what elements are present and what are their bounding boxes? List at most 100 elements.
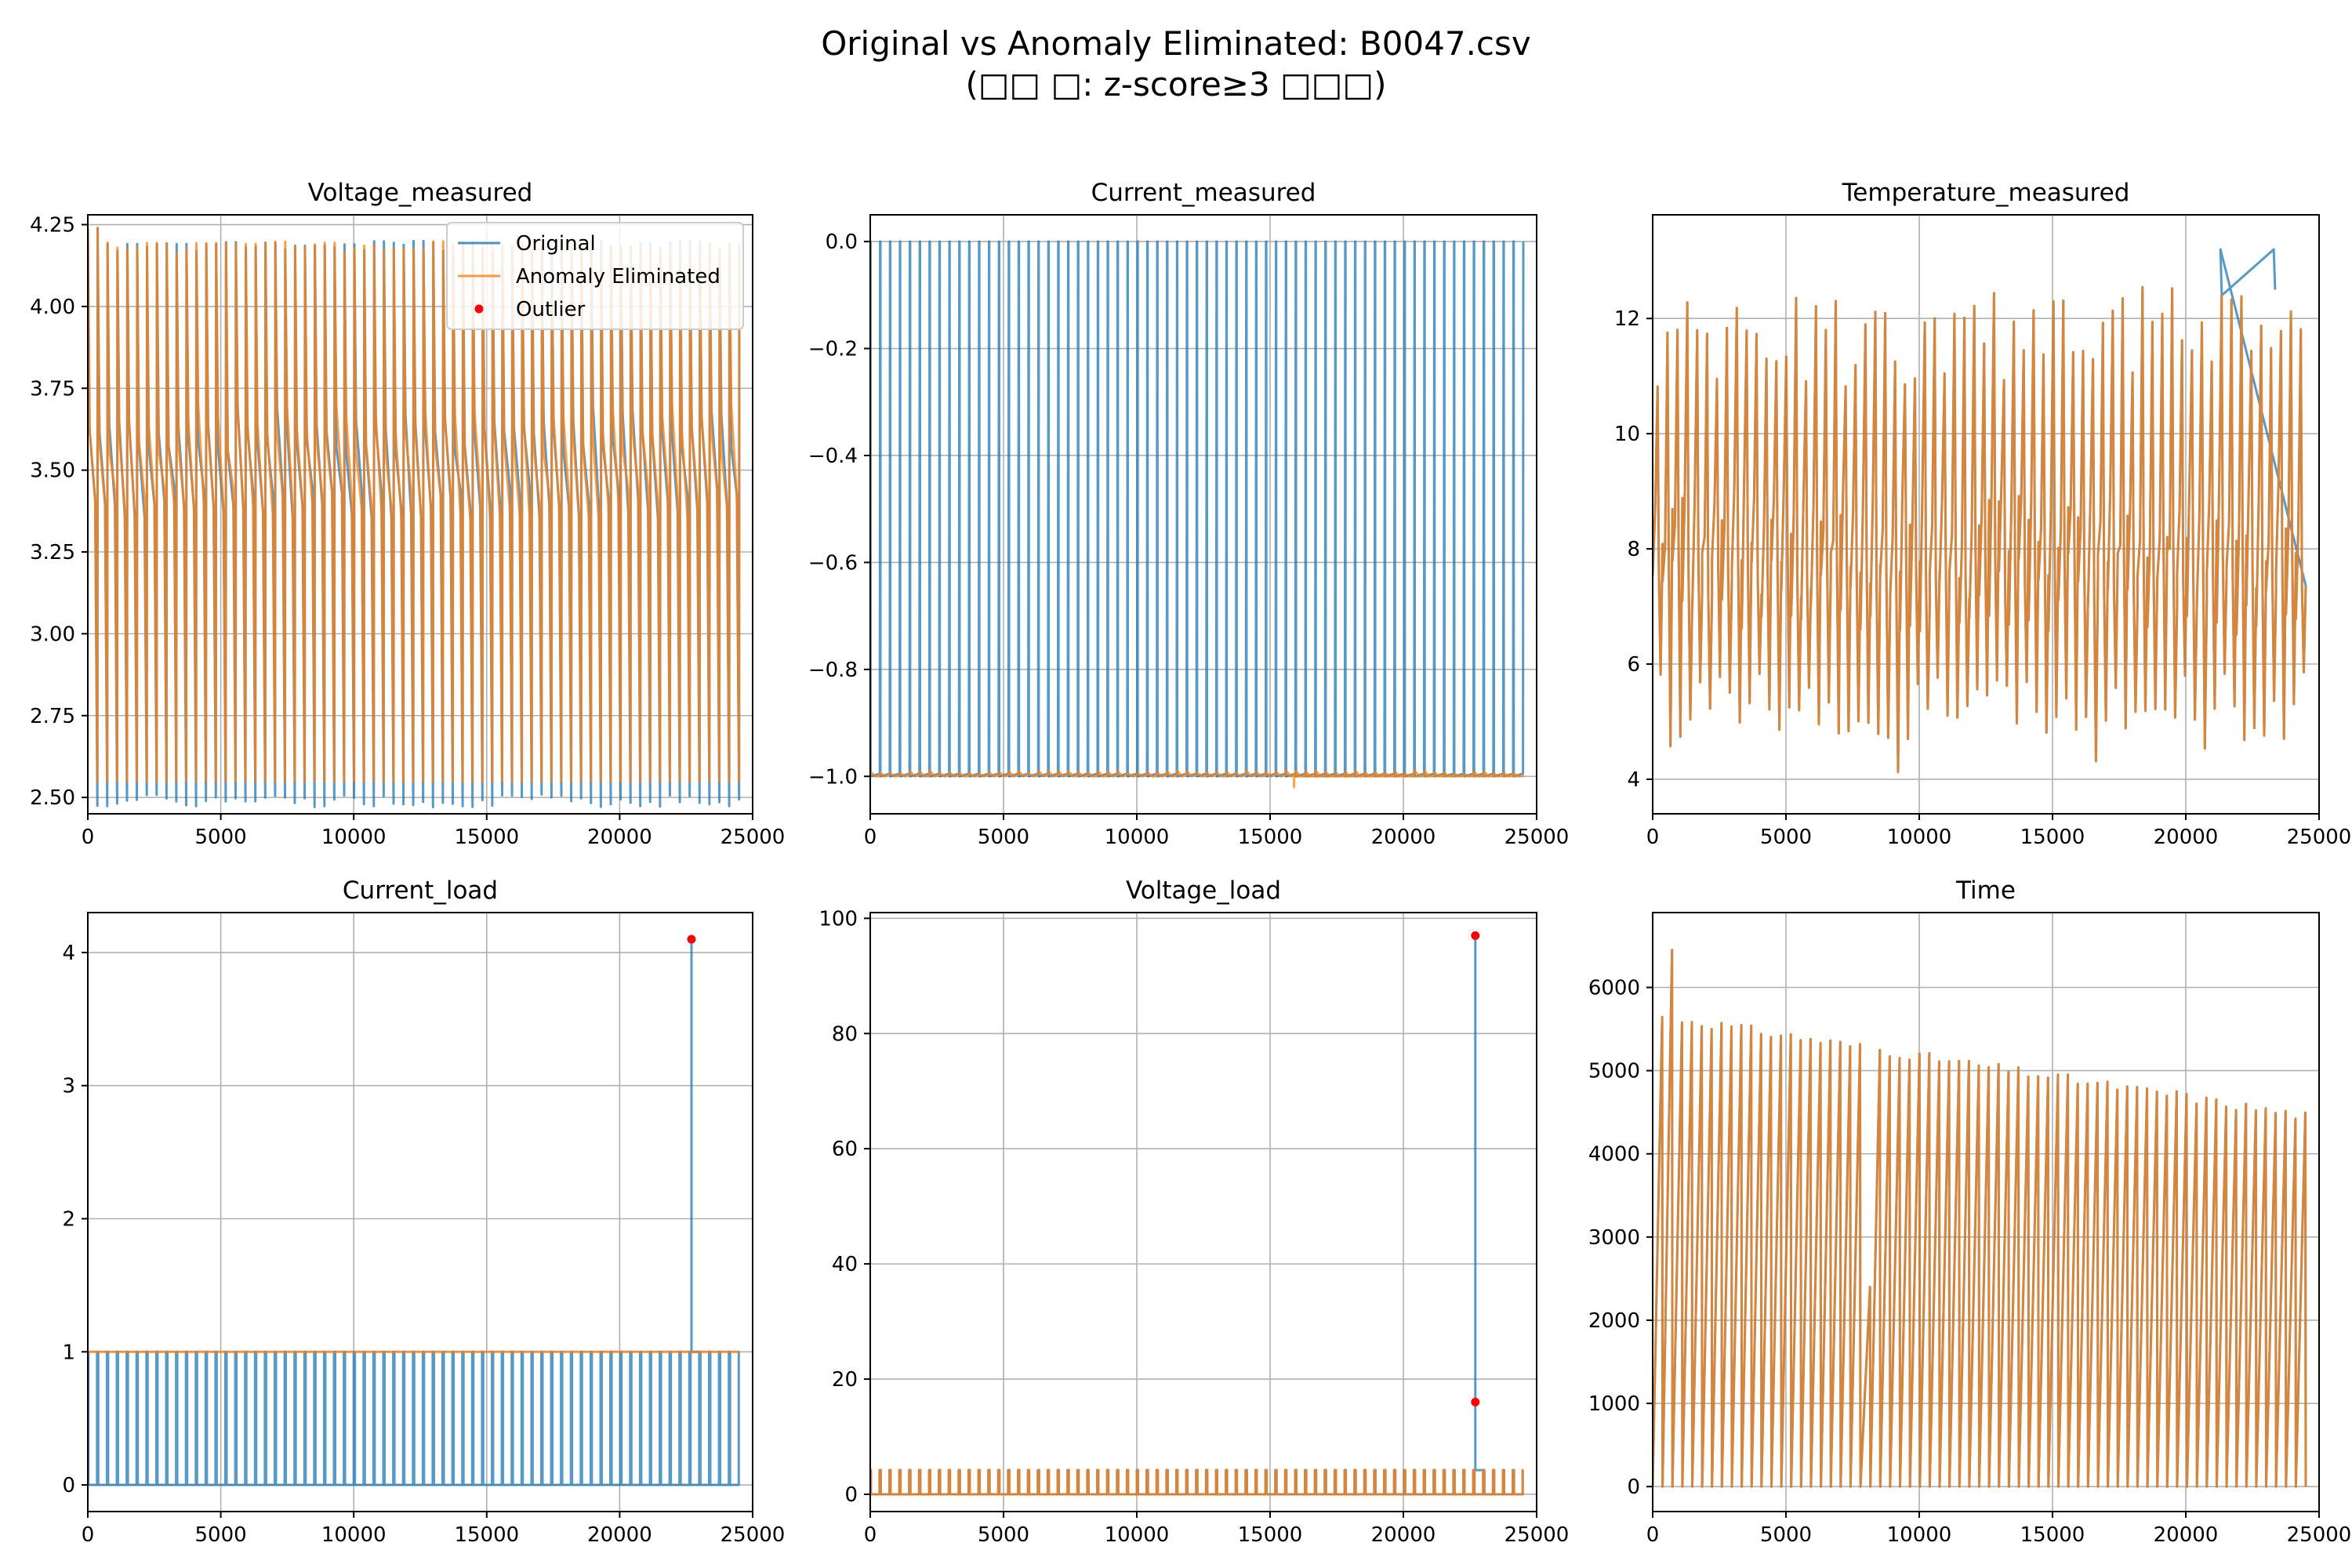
legend-box xyxy=(446,222,744,330)
axes-frame xyxy=(869,214,1537,815)
y-tick-label: 0 xyxy=(62,1474,75,1497)
x-tick-label: 15000 xyxy=(454,826,519,849)
y-tick-label: 3 xyxy=(62,1075,75,1098)
y-tick-label: 1 xyxy=(62,1341,75,1364)
panel-current-measured: 0 5000 10000 15000 20000 25000 −1.0 −0.8 −0.6 −0.… xyxy=(808,179,1570,849)
y-tick-label: 10 xyxy=(1614,423,1640,446)
x-tick-label: 20000 xyxy=(1371,826,1436,849)
legend-label: Original xyxy=(516,232,596,256)
series-eliminated-line xyxy=(870,1468,1524,1496)
y-tick-label: −0.4 xyxy=(808,445,858,468)
panel-temperature-measured: 0 5000 10000 15000 20000 25000 4 6 8 10 12 Temperat… xyxy=(1614,179,2351,849)
panel-title: Voltage_load xyxy=(1126,877,1281,905)
x-tick-label: 20000 xyxy=(2154,826,2219,849)
y-tick-label: 100 xyxy=(818,907,858,931)
y-tick-label: 4000 xyxy=(1588,1143,1640,1167)
outlier-point xyxy=(1471,1397,1480,1406)
panel-voltage-measured: 0 5000 10000 15000 20000 25000 2.50 2.75 3.00 3.2… xyxy=(30,179,785,849)
y-tick-label: 8 xyxy=(1627,538,1640,561)
x-tick-label: 5000 xyxy=(978,1523,1029,1547)
y-tick-label: 2.75 xyxy=(30,705,75,728)
axes-frame xyxy=(87,214,753,815)
x-tick-label: 25000 xyxy=(1504,826,1570,849)
panel-current-load: 0 5000 10000 15000 20000 25000 0 1 2 3 4 Current_lo… xyxy=(62,877,785,1547)
y-tick-label: 4 xyxy=(62,942,75,965)
y-tick-label: 20 xyxy=(832,1368,858,1392)
x-tick-label: 15000 xyxy=(454,1523,519,1547)
x-tick-label: 0 xyxy=(864,826,877,849)
y-tick-label: 3000 xyxy=(1588,1226,1640,1250)
x-tick-label: 5000 xyxy=(1760,826,1812,849)
legend-label: Outlier xyxy=(516,298,586,321)
panel-title: Voltage_measured xyxy=(308,179,533,207)
axes-frame xyxy=(1652,912,2320,1512)
x-tick-label: 0 xyxy=(864,1523,877,1547)
legend: Original Anomaly Eliminated Outlier xyxy=(446,222,744,330)
x-tick-label: 10000 xyxy=(321,1523,387,1547)
x-tick-label: 0 xyxy=(1646,826,1660,849)
y-tick-label: −1.0 xyxy=(808,765,858,789)
y-tick-label: −0.8 xyxy=(808,659,858,682)
y-tick-label: 6000 xyxy=(1588,977,1640,1000)
y-tick-label: 2.50 xyxy=(30,786,75,810)
x-tick-label: 10000 xyxy=(1105,826,1170,849)
x-tick-label: 25000 xyxy=(1504,1523,1570,1547)
panel-title: Temperature_measured xyxy=(1842,179,2130,207)
panel-voltage-load: 0 5000 10000 15000 20000 25000 0 20 40 60 80 100 Vol… xyxy=(818,877,1569,1547)
axes-frame xyxy=(87,912,753,1512)
y-tick-label: 80 xyxy=(832,1022,858,1046)
panel-title: Time xyxy=(1955,877,2016,905)
x-tick-label: 10000 xyxy=(1887,1523,1952,1547)
x-tick-label: 10000 xyxy=(1887,826,1952,849)
y-tick-label: 0 xyxy=(1627,1475,1640,1499)
axes-frame xyxy=(1652,214,2320,815)
y-tick-label: 3.25 xyxy=(30,541,75,564)
x-tick-label: 20000 xyxy=(587,1523,652,1547)
x-tick-label: 10000 xyxy=(1105,1523,1170,1547)
series-eliminated-line xyxy=(870,769,1525,789)
x-tick-label: 15000 xyxy=(1238,826,1303,849)
y-tick-label: 2 xyxy=(62,1207,75,1231)
x-tick-label: 20000 xyxy=(1371,1523,1436,1547)
figure-subtitle: (□□ □: z-score≥3 □□□) xyxy=(965,65,1387,103)
y-tick-label: 4.00 xyxy=(30,296,75,319)
y-tick-label: 4.25 xyxy=(30,214,75,238)
series-original-line xyxy=(870,934,1524,1496)
y-tick-label: 40 xyxy=(832,1253,858,1276)
y-tick-label: 3.50 xyxy=(30,459,75,483)
x-tick-label: 5000 xyxy=(1760,1523,1812,1547)
y-tick-label: 12 xyxy=(1614,307,1640,331)
y-tick-label: 3.75 xyxy=(30,377,75,401)
x-tick-label: 25000 xyxy=(2287,1523,2352,1547)
legend-label: Anomaly Eliminated xyxy=(516,265,720,289)
series-eliminated-line xyxy=(1653,285,2307,774)
panel-title: Current_measured xyxy=(1091,179,1316,207)
series-original-line xyxy=(88,938,740,1486)
series-eliminated-line xyxy=(1653,949,2307,1488)
panel-title: Current_load xyxy=(343,877,498,905)
series-original-line xyxy=(870,240,1525,778)
outlier-point xyxy=(1471,931,1480,940)
y-tick-label: 60 xyxy=(832,1138,858,1161)
y-tick-label: 3.00 xyxy=(30,622,75,646)
x-tick-label: 15000 xyxy=(2020,1523,2085,1547)
x-tick-label: 5000 xyxy=(195,1523,247,1547)
x-tick-label: 0 xyxy=(82,826,95,849)
y-tick-label: 6 xyxy=(1627,653,1640,677)
outlier-point xyxy=(687,935,696,944)
x-tick-label: 0 xyxy=(1646,1523,1660,1547)
y-tick-label: −0.6 xyxy=(808,551,858,575)
x-tick-label: 15000 xyxy=(2020,826,2085,849)
y-tick-label: −0.2 xyxy=(808,338,858,361)
figure-title: Original vs Anomaly Eliminated: B0047.cs… xyxy=(821,24,1531,63)
axes-frame xyxy=(869,912,1537,1512)
panel-time: 0 5000 10000 15000 20000 25000 0 1000 2000 3000 40… xyxy=(1588,877,2352,1547)
y-tick-label: 0 xyxy=(844,1483,858,1507)
x-tick-label: 25000 xyxy=(2287,826,2352,849)
x-tick-label: 0 xyxy=(82,1523,95,1547)
x-tick-label: 5000 xyxy=(978,826,1029,849)
x-tick-label: 25000 xyxy=(720,1523,786,1547)
x-tick-label: 10000 xyxy=(321,826,387,849)
x-tick-label: 15000 xyxy=(1238,1523,1303,1547)
